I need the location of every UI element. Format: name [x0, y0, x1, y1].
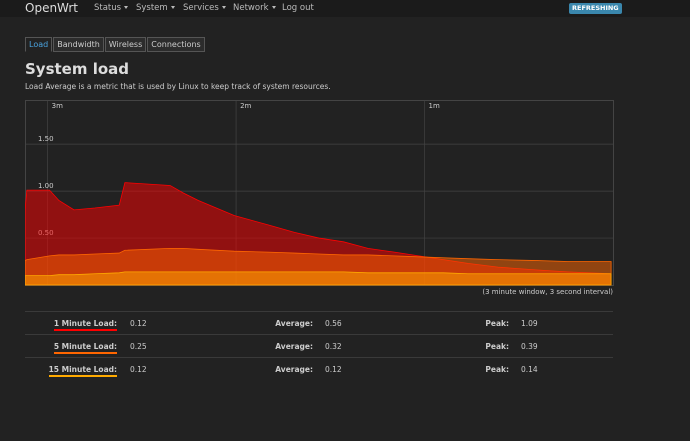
load-area — [25, 271, 612, 286]
average-value: 0.56 — [325, 319, 342, 328]
stats-row: 5 Minute Load: 0.25 Average: 0.32 Peak: 0.39 — [25, 334, 613, 358]
heading: System load — [25, 60, 130, 78]
nav-item[interactable]: System — [136, 0, 175, 16]
logout[interactable]: Log out — [282, 3, 314, 13]
nav-item[interactable]: Network — [233, 0, 276, 16]
stats-row: 15 Minute Load: 0.12 Average: 0.12 Peak: 0.14 — [25, 357, 613, 381]
description: Load Average is a metric that is used by… — [25, 82, 331, 91]
average-label: Average: — [275, 319, 313, 328]
peak-label: Peak: — [485, 342, 509, 351]
y-tick-label: 1.00 — [38, 182, 54, 190]
brand[interactable]: OpenWrt — [25, 1, 79, 15]
x-tick-label: 3m — [52, 102, 63, 110]
peak-label: Peak: — [485, 319, 509, 328]
tab[interactable]: Wireless — [104, 37, 147, 52]
x-tick-label: 1m — [429, 102, 440, 110]
peak-label: Peak: — [485, 365, 509, 374]
average-label: Average: — [275, 342, 313, 351]
average-value: 0.32 — [325, 342, 342, 351]
refresh-badge[interactable]: REFRESHING — [569, 3, 622, 14]
navbar: OpenWrt Status System Services Network L… — [0, 0, 690, 17]
chart: 3m2m1m0.501.001.50 — [25, 100, 614, 286]
caption: (3 minute window, 3 second interval) — [482, 288, 613, 296]
current-value: 0.12 — [130, 319, 147, 328]
x-tick-label: 2m — [240, 102, 251, 110]
series-label: 15 Minute Load: — [48, 365, 117, 377]
series-label: 1 Minute Load: — [53, 319, 117, 331]
peak-value: 0.14 — [521, 365, 538, 374]
series-label: 5 Minute Load: — [53, 342, 117, 354]
nav-item[interactable]: Services — [183, 0, 226, 16]
nav-item[interactable]: Status — [94, 0, 128, 16]
tab[interactable]: Load — [25, 37, 53, 52]
peak-value: 1.09 — [521, 319, 538, 328]
peak-value: 0.39 — [521, 342, 538, 351]
average-value: 0.12 — [325, 365, 342, 374]
current-value: 0.12 — [130, 365, 147, 374]
current-value: 0.25 — [130, 342, 147, 351]
tabs: Load Bandwidth Wireless Connections — [25, 32, 206, 52]
tab[interactable]: Connections — [147, 37, 205, 52]
stats-row: 1 Minute Load: 0.12 Average: 0.56 Peak: 1.09 — [25, 311, 613, 335]
chart-frame — [25, 100, 614, 286]
average-label: Average: — [275, 365, 313, 374]
y-tick-label: 1.50 — [38, 135, 54, 143]
tab[interactable]: Bandwidth — [53, 37, 104, 52]
